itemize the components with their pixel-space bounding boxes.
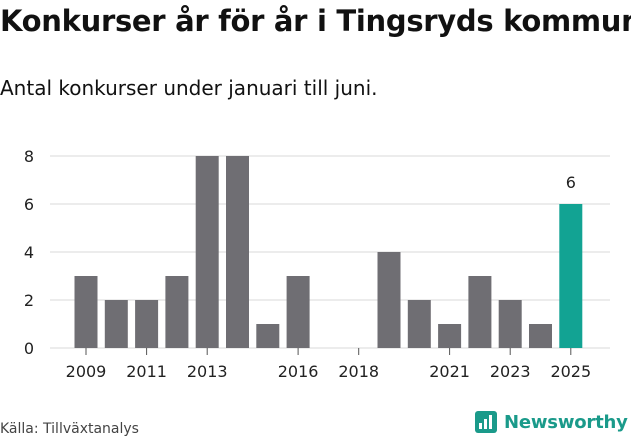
bar-2013	[195, 156, 219, 348]
brand-name: Newsworthy	[504, 411, 628, 433]
data-labels: 6	[566, 173, 576, 192]
data-label-2025: 6	[566, 173, 576, 192]
x-tick-label: 2018	[338, 362, 379, 381]
y-tick-label: 0	[24, 339, 34, 358]
newsworthy-logo: Newsworthy	[474, 407, 628, 437]
bar-2010	[104, 300, 128, 348]
newsworthy-logo-icon	[475, 411, 497, 433]
bar-2024	[529, 324, 552, 348]
x-tick-label: 2023	[490, 362, 531, 381]
x-axis-ticks: 2009 2011 2013 2016 2018 2021 2023 2025	[66, 348, 591, 381]
bar-2009	[74, 276, 98, 348]
bar-2022	[468, 276, 492, 348]
x-tick-label: 2025	[550, 362, 591, 381]
bar-2020	[407, 300, 431, 348]
bar-2012	[165, 276, 189, 348]
x-tick-label: 2016	[278, 362, 319, 381]
x-tick-label: 2013	[187, 362, 228, 381]
bar-2014	[226, 156, 249, 348]
source-note: Källa: Tillväxtanalys	[0, 421, 139, 437]
chart-subtitle: Antal konkurser under januari till juni.	[0, 76, 378, 100]
bar-2016	[286, 276, 310, 348]
grid-lines	[50, 155, 610, 349]
y-tick-label: 6	[24, 195, 34, 214]
bar-2023	[498, 300, 522, 348]
x-tick-label: 2011	[126, 362, 167, 381]
bar-chart: 0 2 4 6 8 2009 2011 2013 2016 2018 2021 2023 2025 6	[24, 147, 610, 381]
bar-2025	[559, 204, 583, 348]
bar-2019	[377, 252, 401, 348]
bar-2011	[135, 300, 159, 348]
bars	[74, 156, 583, 348]
y-tick-label: 4	[24, 243, 34, 262]
x-tick-label: 2009	[66, 362, 107, 381]
bar-2015	[256, 324, 280, 348]
y-axis-ticks: 0 2 4 6 8	[24, 147, 34, 358]
y-tick-label: 2	[24, 291, 34, 310]
x-tick-label: 2021	[429, 362, 470, 381]
chart-title: Konkurser år för år i Tingsryds kommun	[0, 4, 631, 38]
y-tick-label: 8	[24, 147, 34, 166]
bar-2021	[438, 324, 462, 348]
